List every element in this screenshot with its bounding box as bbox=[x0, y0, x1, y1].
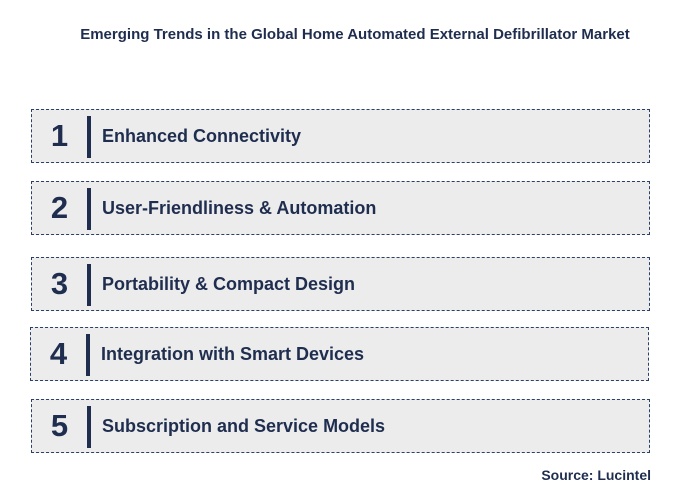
trend-item-1: 1 Enhanced Connectivity bbox=[31, 109, 650, 163]
trend-number: 5 bbox=[50, 408, 69, 443]
trend-label: Portability & Compact Design bbox=[102, 273, 356, 294]
divider-bar bbox=[87, 264, 91, 306]
trend-label: Enhanced Connectivity bbox=[102, 125, 302, 146]
trend-item-3: 3 Portability & Compact Design bbox=[31, 257, 650, 311]
trend-label: Integration with Smart Devices bbox=[101, 343, 365, 364]
divider-bar bbox=[87, 188, 91, 230]
divider-bar bbox=[86, 334, 90, 376]
divider-bar bbox=[87, 406, 91, 448]
trend-label: Subscription and Service Models bbox=[102, 415, 386, 436]
trend-number: 1 bbox=[50, 118, 69, 153]
page-title: Emerging Trends in the Global Home Autom… bbox=[80, 26, 630, 43]
trend-number: 3 bbox=[50, 266, 69, 301]
trend-item-4: 4 Integration with Smart Devices bbox=[30, 327, 649, 381]
trend-number: 2 bbox=[50, 190, 69, 225]
trend-item-2: 2 User-Friendliness & Automation bbox=[31, 181, 650, 235]
trend-label: User-Friendliness & Automation bbox=[102, 197, 377, 218]
source-credit: Source: Lucintel bbox=[541, 467, 651, 483]
trend-item-5: 5 Subscription and Service Models bbox=[31, 399, 650, 453]
trend-number: 4 bbox=[49, 336, 68, 371]
divider-bar bbox=[87, 116, 91, 158]
